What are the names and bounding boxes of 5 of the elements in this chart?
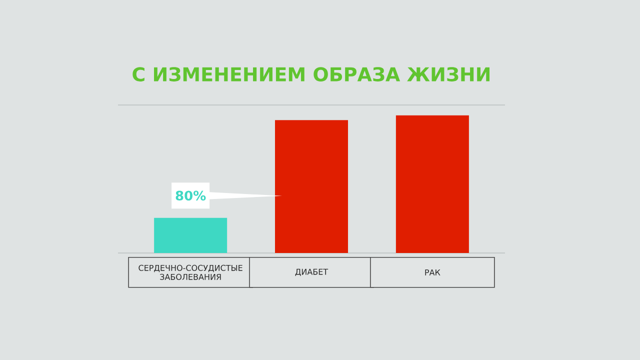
x-tick-label: РАК [425,269,440,276]
data-label: 80% [176,190,206,201]
chart-title: С ИЗМЕНЕНИЕМ ОБРАЗА ЖИЗНИ [132,67,490,82]
x-tick-label: ДИАБЕТ [295,268,328,276]
x-tick-label: СЕРДЕЧНО-СОСУДИСТЫЕ ЗАБОЛЕВАНИЯ [138,264,242,280]
